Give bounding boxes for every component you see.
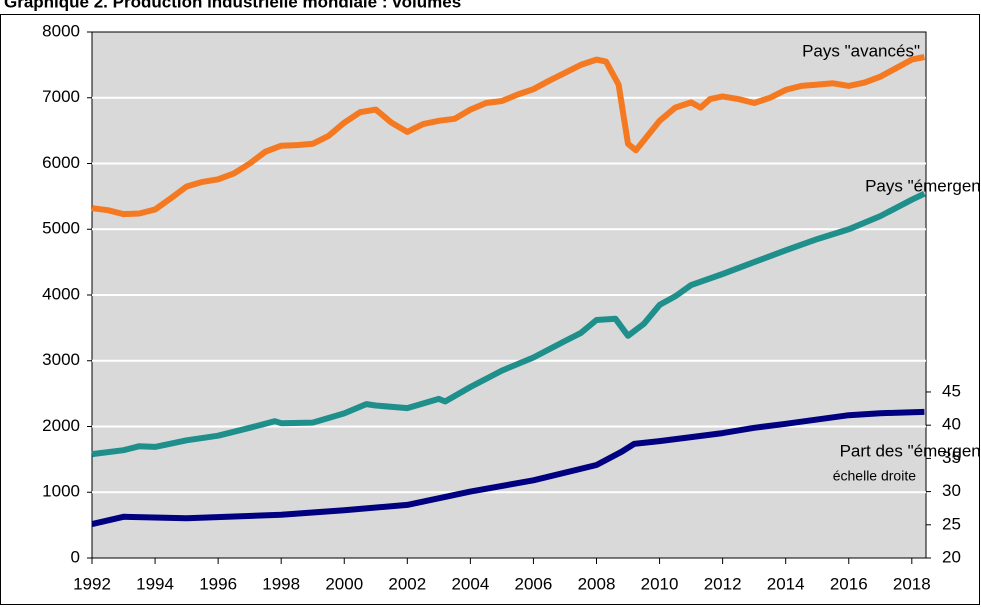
- y2-tick-label: 25: [942, 514, 961, 533]
- y2-tick-label: 40: [942, 415, 961, 434]
- series-line: [91, 190, 926, 458]
- y-tick-label: 3000: [42, 350, 80, 369]
- y-tick-label: 2000: [42, 416, 80, 435]
- y2-tick-label: 30: [942, 481, 961, 500]
- x-tick-label: 2012: [704, 574, 742, 593]
- y-tick-label: 8000: [42, 21, 80, 40]
- x-tick-label: 2002: [388, 574, 426, 593]
- chart-title: Graphique 2. Production industrielle mon…: [4, 0, 461, 11]
- series-label: Pays "avancés": [802, 41, 920, 60]
- x-tick-label: 2010: [641, 574, 679, 593]
- x-tick-label: 2004: [451, 574, 489, 593]
- x-tick-label: 2006: [515, 574, 553, 593]
- x-tick-label: 1996: [199, 574, 237, 593]
- y2-tick-label: 45: [942, 381, 961, 400]
- annotation: échelle droite: [833, 468, 916, 484]
- series-line: [91, 408, 925, 528]
- x-tick-label: 2016: [830, 574, 868, 593]
- y-tick-label: 5000: [42, 219, 80, 238]
- y2-tick-label: 20: [942, 547, 961, 566]
- y-tick-label: 6000: [42, 153, 80, 172]
- x-tick-label: 2014: [767, 574, 805, 593]
- x-tick-label: 1992: [73, 574, 111, 593]
- x-tick-label: 1994: [136, 574, 174, 593]
- y2-tick-label: 35: [942, 448, 961, 467]
- x-tick-label: 2008: [578, 574, 616, 593]
- x-tick-label: 1998: [262, 574, 300, 593]
- y-tick-label: 4000: [42, 284, 80, 303]
- series-label: Part des "émergents": [840, 441, 981, 460]
- x-tick-label: 2000: [325, 574, 363, 593]
- y-tick-label: 1000: [42, 482, 80, 501]
- series-line: [91, 54, 926, 218]
- y-tick-label: 7000: [42, 87, 80, 106]
- x-tick-label: 2018: [893, 574, 931, 593]
- series-label: Pays "émergents": [865, 176, 981, 195]
- y-tick-label: 0: [71, 547, 80, 566]
